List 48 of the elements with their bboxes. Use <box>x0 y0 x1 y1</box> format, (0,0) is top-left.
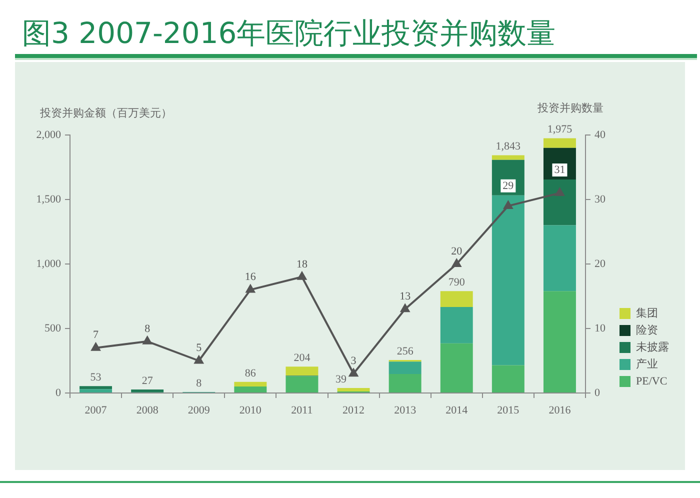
legend-label: 未披露 <box>636 340 669 354</box>
x-tick-label: 2009 <box>188 404 210 416</box>
x-tick-label: 2010 <box>239 404 262 416</box>
total-label: 790 <box>448 276 466 288</box>
y2-tick-label: 20 <box>594 258 606 270</box>
y2-tick-label: 0 <box>594 386 600 399</box>
x-tick-label: 2013 <box>394 404 417 416</box>
total-label: 39 <box>336 373 348 386</box>
total-label: 1,843 <box>496 140 522 153</box>
total-label: 53 <box>90 372 102 384</box>
legend-label: PE/VC <box>636 375 668 388</box>
chart-title: 图3 2007-2016年医院行业投资并购数量 <box>22 16 556 50</box>
y2-tick-label: 10 <box>594 322 606 334</box>
total-label: 1,975 <box>547 124 573 136</box>
total-label: 27 <box>142 374 154 387</box>
data-label: 16 <box>244 271 256 284</box>
legend-label: 产业 <box>636 357 658 370</box>
x-tick-label: 2015 <box>497 404 520 416</box>
total-label: 8 <box>196 377 202 390</box>
data-label: 7 <box>93 329 100 342</box>
x-tick-label: 2011 <box>291 404 313 416</box>
y-tick-label: 1,500 <box>36 193 62 206</box>
x-tick-label: 2008 <box>136 404 159 416</box>
total-label: 86 <box>244 367 256 380</box>
y2-tick-label: 30 <box>594 193 606 206</box>
legend-label: 险资 <box>636 324 658 336</box>
y2-axis-title: 投资并购数量 <box>536 101 604 114</box>
data-label: 20 <box>451 245 463 258</box>
data-label: 29 <box>502 180 514 192</box>
x-tick-label: 2012 <box>342 404 365 416</box>
y-tick-label: 2,000 <box>36 128 62 141</box>
y-axis-title: 投资并购金额（百万美元） <box>39 106 172 120</box>
x-tick-label: 2014 <box>446 404 468 416</box>
legend-label: 集团 <box>636 307 658 320</box>
data-label: 13 <box>400 290 412 303</box>
x-tick-label: 2016 <box>548 404 572 416</box>
y2-tick-label: 40 <box>594 128 606 141</box>
data-label: 18 <box>296 258 308 270</box>
data-label: 3 <box>350 355 357 368</box>
y-tick-label: 0 <box>56 386 62 399</box>
data-label: 5 <box>196 342 202 354</box>
total-label: 204 <box>294 352 311 364</box>
data-label: 31 <box>554 164 566 176</box>
total-label: 256 <box>396 345 414 358</box>
x-tick-label: 2007 <box>84 404 108 416</box>
data-label: 8 <box>144 322 151 335</box>
y-tick-label: 500 <box>44 322 62 334</box>
y-tick-label: 1,000 <box>36 258 62 270</box>
